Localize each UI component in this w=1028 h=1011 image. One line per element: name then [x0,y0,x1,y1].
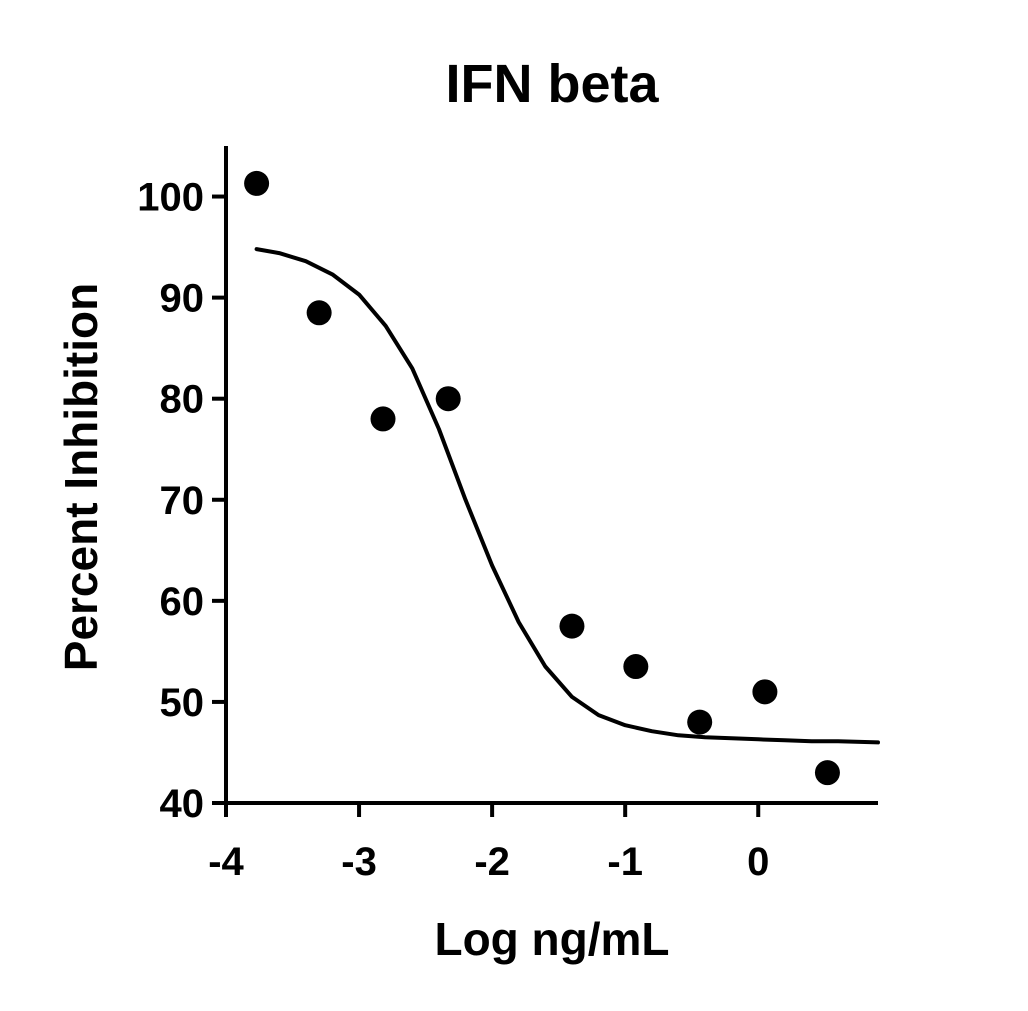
data-point [687,709,713,735]
data-point [559,613,585,639]
x-tick-label: -3 [341,840,377,884]
x-axis-label: Log ng/mL [434,913,669,965]
data-point [306,300,332,326]
data-point [435,386,461,412]
y-tick-label: 70 [160,479,205,523]
x-tick-label: -2 [474,840,510,884]
fit-curve-layer [254,247,880,745]
y-tick-label: 90 [160,277,205,321]
axes: 40 50 60 70 80 90 100 -4 -3 -2 -1 0 [137,146,878,884]
data-point [623,654,649,680]
chart-title: IFN beta [445,54,659,114]
y-tick-label: 60 [160,580,205,624]
data-point [814,760,840,786]
x-tick-label: 0 [747,840,769,884]
data-points-layer [244,170,840,786]
y-tick-label: 80 [160,378,205,422]
x-tick-label: -4 [208,840,244,884]
x-tick-label: -1 [607,840,643,884]
data-point [244,170,270,196]
data-point [370,406,396,432]
y-tick-label: 50 [160,681,205,725]
y-tick-label: 100 [137,176,204,220]
y-tick-label: 40 [160,782,205,826]
fit-curve [254,247,880,745]
data-point [752,679,778,705]
y-axis-label: Percent Inhibition [55,283,107,671]
